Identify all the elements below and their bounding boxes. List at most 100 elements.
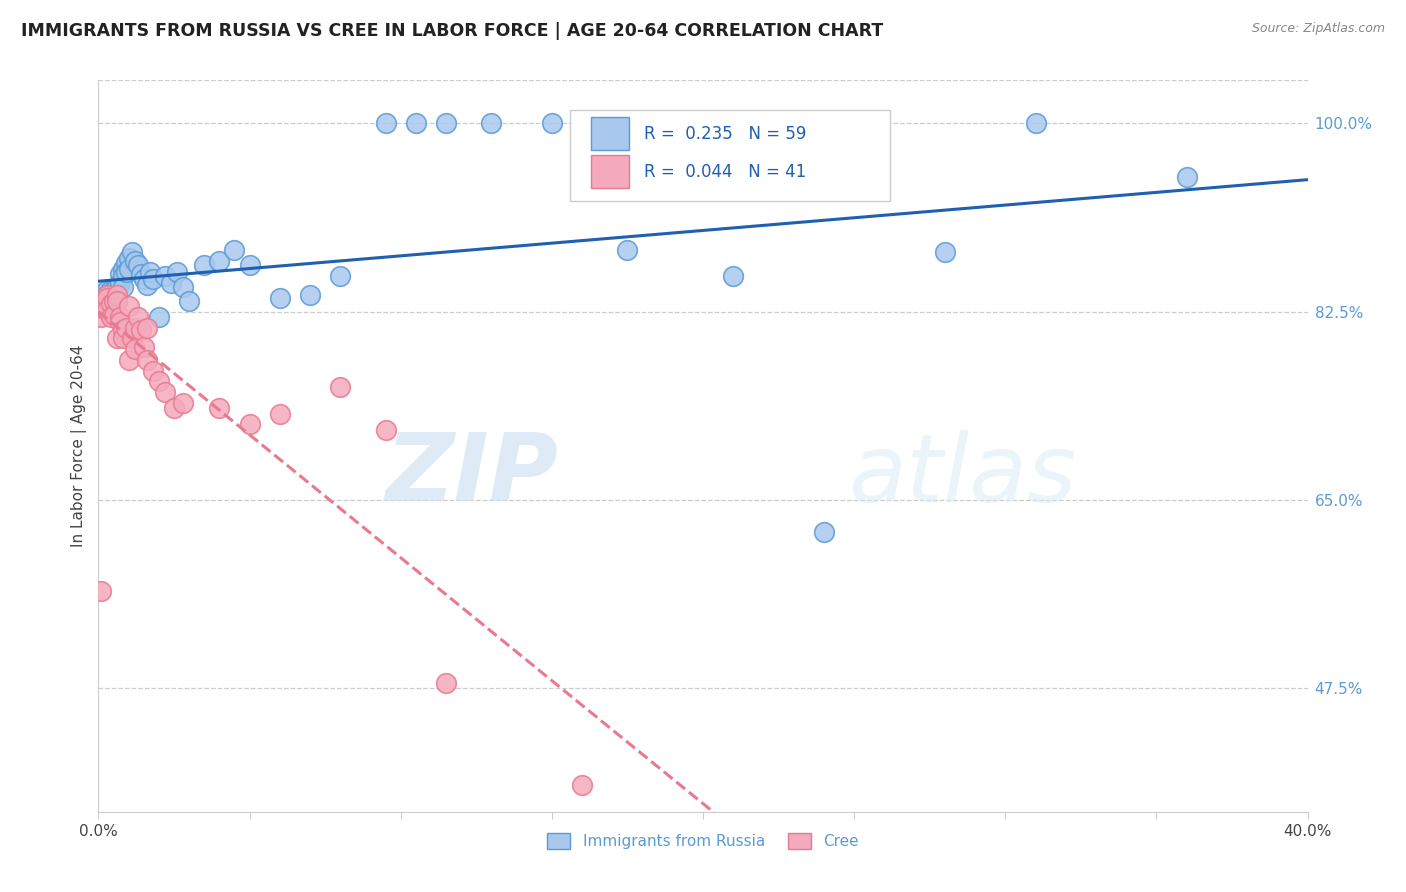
Point	[127, 258, 149, 272]
Point	[100, 310, 122, 324]
Point	[108, 315, 131, 329]
Point	[135, 320, 157, 334]
Point	[105, 293, 128, 308]
Point	[127, 310, 149, 324]
Text: Source: ZipAtlas.com: Source: ZipAtlas.com	[1251, 22, 1385, 36]
Point	[299, 288, 322, 302]
Point	[153, 268, 176, 283]
Point	[118, 251, 141, 265]
Point	[105, 280, 128, 294]
Point	[239, 417, 262, 432]
Point	[114, 256, 136, 270]
Point	[129, 267, 152, 281]
Point	[90, 310, 112, 324]
Point	[269, 407, 291, 421]
Point	[111, 268, 134, 283]
Point	[160, 276, 183, 290]
Point	[111, 331, 134, 345]
Point	[111, 261, 134, 276]
Point	[100, 283, 122, 297]
Point	[224, 244, 246, 258]
Point	[93, 293, 115, 308]
Point	[111, 280, 134, 294]
Point	[118, 261, 141, 276]
Point	[148, 375, 170, 389]
Point	[121, 331, 143, 345]
Point	[93, 286, 115, 301]
Point	[96, 297, 118, 311]
Point	[142, 272, 165, 286]
Point	[208, 401, 231, 416]
Point	[111, 323, 134, 337]
Point	[105, 293, 128, 307]
Point	[96, 303, 118, 318]
Point	[103, 308, 125, 322]
Text: atlas: atlas	[848, 430, 1077, 521]
Point	[434, 116, 457, 130]
Point	[179, 293, 201, 308]
Point	[96, 291, 118, 305]
Point	[103, 293, 125, 308]
Point	[96, 288, 118, 302]
Point	[172, 280, 194, 294]
Point	[813, 524, 835, 539]
Text: ZIP: ZIP	[385, 429, 558, 521]
Point	[90, 301, 112, 316]
Point	[163, 401, 186, 416]
Point	[103, 293, 125, 308]
Point	[129, 323, 152, 337]
Point	[100, 297, 122, 311]
Point	[105, 285, 128, 300]
Point	[269, 291, 291, 305]
Point	[239, 258, 262, 272]
Point	[114, 320, 136, 334]
Point	[96, 288, 118, 302]
Point	[540, 116, 562, 130]
Point	[1175, 170, 1198, 185]
Point	[90, 584, 112, 599]
Point	[103, 283, 125, 297]
Point	[166, 265, 188, 279]
Point	[100, 299, 122, 313]
Point	[124, 320, 146, 334]
Point	[93, 293, 115, 308]
Point	[90, 293, 112, 308]
Point	[118, 353, 141, 368]
Point	[374, 423, 396, 437]
Point	[121, 245, 143, 260]
Point	[105, 331, 128, 345]
Point	[132, 272, 155, 286]
Point	[108, 310, 131, 324]
FancyBboxPatch shape	[569, 110, 890, 201]
Point	[329, 380, 352, 394]
Point	[142, 364, 165, 378]
Point	[139, 265, 162, 279]
Point	[148, 310, 170, 324]
Point	[405, 116, 427, 130]
Point	[374, 116, 396, 130]
Point	[124, 342, 146, 356]
Point	[172, 396, 194, 410]
Y-axis label: In Labor Force | Age 20-64: In Labor Force | Age 20-64	[72, 345, 87, 547]
Point	[132, 340, 155, 354]
Point	[571, 778, 593, 792]
Point	[100, 291, 122, 305]
Point	[481, 116, 503, 130]
Legend: Immigrants from Russia, Cree: Immigrants from Russia, Cree	[541, 827, 865, 855]
Bar	[591, 117, 630, 150]
Point	[153, 385, 176, 400]
Text: R =  0.235   N = 59: R = 0.235 N = 59	[644, 125, 806, 143]
Point	[118, 299, 141, 313]
Point	[616, 244, 638, 258]
Point	[208, 254, 231, 268]
Point	[105, 288, 128, 302]
Text: R =  0.044   N = 41: R = 0.044 N = 41	[644, 162, 806, 181]
Point	[124, 254, 146, 268]
Point	[934, 245, 956, 260]
Point	[329, 268, 352, 283]
Point	[93, 301, 115, 316]
Point	[723, 268, 745, 283]
Point	[434, 675, 457, 690]
Point	[193, 258, 215, 272]
Point	[1024, 116, 1046, 130]
